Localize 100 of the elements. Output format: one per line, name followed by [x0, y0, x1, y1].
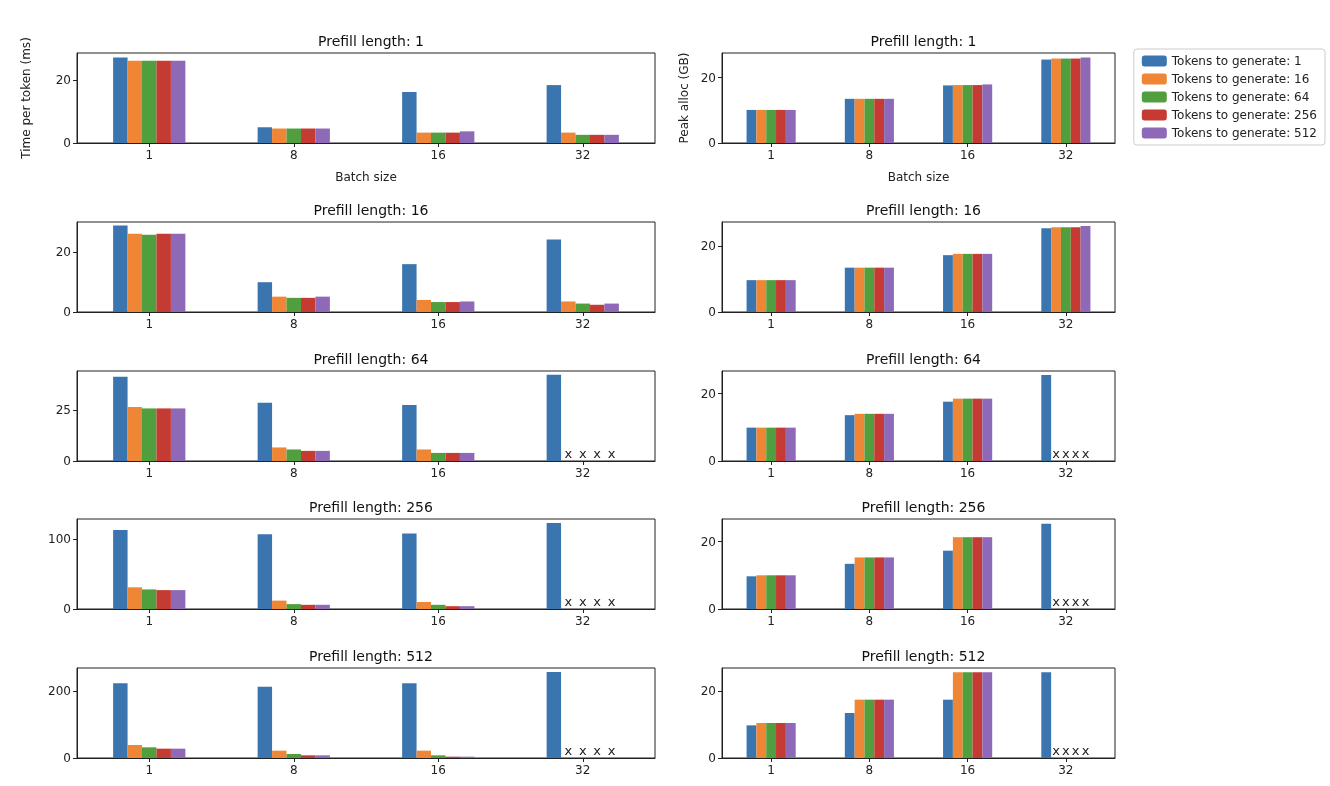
x-tick-label: 8: [289, 614, 298, 628]
bar: [170, 233, 186, 312]
bar: [1041, 523, 1052, 609]
bar: [756, 723, 767, 758]
bar: [431, 755, 446, 758]
x-tick-label: 16: [430, 466, 446, 480]
x-tick-label: 16: [959, 148, 976, 162]
bar: [874, 267, 885, 312]
bar: [776, 427, 786, 461]
x-tick-label: 32: [1058, 466, 1074, 480]
bar: [300, 128, 316, 143]
x-tick-label: 16: [430, 763, 446, 777]
bar: [952, 398, 963, 461]
bar: [546, 672, 562, 758]
bar: [844, 415, 855, 461]
bar: [1070, 227, 1081, 312]
text: x: [1052, 446, 1060, 461]
bar: [785, 723, 796, 758]
y-tick-label: 25: [55, 403, 71, 418]
chart-title: Prefill length: 64: [866, 351, 982, 367]
y-tick-label: 0: [708, 751, 716, 765]
text: x: [564, 594, 573, 609]
bar: [943, 85, 953, 143]
bar: [874, 699, 885, 758]
bar: [156, 233, 171, 312]
y-tick-label: 0: [708, 136, 716, 150]
x-axis-title: Batch size: [335, 170, 397, 184]
bar: [746, 576, 757, 609]
legend-label: Tokens to generate: 256: [1170, 108, 1318, 122]
bar: [459, 301, 475, 312]
text: x: [1071, 594, 1080, 609]
bar: [416, 602, 432, 609]
bar: [431, 132, 446, 143]
bar: [142, 747, 157, 758]
y-tick-label: 0: [63, 751, 71, 765]
x-tick-label: 32: [575, 763, 591, 777]
text: x: [1081, 446, 1090, 461]
bar: [402, 683, 417, 758]
bar: [445, 132, 460, 143]
bar: [854, 413, 865, 461]
bar: [766, 280, 777, 312]
text: x: [607, 594, 616, 609]
y-tick-label: 100: [48, 532, 71, 547]
x-tick-label: 32: [1058, 148, 1074, 162]
chart-title: Prefill length: 16: [866, 202, 982, 218]
bar: [272, 128, 287, 143]
bar: [884, 98, 894, 143]
text: x: [1052, 594, 1060, 609]
bar: [113, 57, 128, 143]
legend-label: Tokens to generate: 64: [1170, 90, 1310, 104]
bar: [785, 280, 796, 312]
x-tick-label: 16: [430, 614, 446, 628]
bar: [766, 109, 777, 143]
bar: [156, 590, 171, 609]
bar: [431, 302, 446, 312]
x-tick-label: 8: [289, 466, 298, 480]
text: x: [1062, 594, 1070, 609]
bar: [257, 402, 273, 461]
bar: [546, 85, 562, 143]
y-tick-label: 20: [700, 239, 716, 254]
bar: [257, 282, 273, 312]
bar: [854, 699, 865, 758]
bar: [1060, 227, 1071, 312]
text: x: [1081, 743, 1090, 758]
x-tick-label: 8: [865, 148, 874, 162]
x-tick-label: 8: [865, 614, 874, 628]
bar: [604, 303, 619, 312]
text: x: [578, 446, 587, 461]
y-tick-label: 0: [63, 454, 71, 468]
bar: [952, 85, 963, 143]
bar: [315, 604, 330, 609]
x-tick-label: 8: [865, 466, 874, 480]
bar: [459, 452, 475, 461]
bar: [300, 297, 316, 312]
bar: [300, 604, 316, 609]
bar: [561, 301, 576, 312]
y-tick-label: 20: [700, 684, 716, 699]
bar: [766, 575, 777, 609]
bar: [272, 296, 287, 312]
x-tick-label: 32: [575, 317, 591, 331]
text: x: [593, 594, 602, 609]
bar: [170, 748, 186, 758]
text: x: [578, 743, 587, 758]
x-tick-label: 32: [575, 614, 591, 628]
bar: [546, 374, 562, 461]
bar: [1051, 227, 1061, 312]
bar: [962, 85, 973, 143]
bar: [127, 745, 143, 758]
text: x: [607, 446, 616, 461]
bar: [315, 450, 330, 461]
x-tick-label: 1: [767, 148, 775, 162]
bar: [156, 748, 171, 758]
y-tick-label: 20: [700, 70, 716, 85]
x-tick-label: 1: [145, 466, 154, 480]
bar: [874, 557, 885, 609]
x-axis-title: Batch size: [887, 170, 950, 184]
y-tick-label: 200: [48, 684, 71, 699]
y-axis-title: Peak alloc (GB): [676, 52, 691, 144]
bar: [776, 575, 786, 609]
chart-title: Prefill length: 1: [317, 33, 425, 49]
